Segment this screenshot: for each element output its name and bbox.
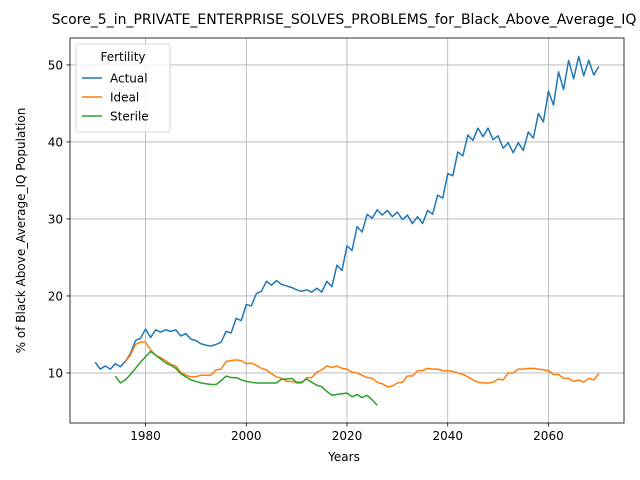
y-tick-label: 30 — [48, 212, 63, 226]
x-tick-label: 2000 — [231, 429, 262, 443]
y-tick-label: 10 — [48, 366, 63, 380]
x-tick-label: 1980 — [130, 429, 161, 443]
y-tick-label: 20 — [48, 289, 63, 303]
x-tick-label: 2040 — [432, 429, 463, 443]
series-line-actual — [94, 55, 600, 370]
series-lines — [94, 55, 600, 406]
x-axis-ticks: 1980 2000 2020 2040 2060 — [130, 423, 564, 443]
grid-lines — [70, 38, 624, 423]
legend-entries: Actual Ideal Sterile — [82, 72, 149, 124]
x-axis-label: Years — [327, 450, 360, 464]
chart-title: Score_5_in_PRIVATE_ENTERPRISE_SOLVES_PRO… — [52, 12, 637, 28]
y-axis-ticks: 10 20 30 40 50 — [48, 58, 70, 380]
series-line-sterile — [114, 350, 378, 406]
legend-label-ideal: Ideal — [110, 91, 139, 105]
y-tick-label: 40 — [48, 135, 63, 149]
x-tick-label: 2060 — [533, 429, 564, 443]
legend-box — [75, 43, 171, 133]
legend-title: Fertility — [100, 50, 145, 64]
legend-label-sterile: Sterile — [110, 110, 149, 124]
series-line-ideal — [124, 341, 600, 388]
y-tick-label: 50 — [48, 58, 63, 72]
legend-label-actual: Actual — [110, 72, 148, 86]
legend: Fertility Actual Ideal Sterile — [75, 43, 171, 133]
x-tick-label: 2020 — [332, 429, 363, 443]
y-axis-label: % of Black Above_Average_IQ Population — [14, 108, 28, 354]
